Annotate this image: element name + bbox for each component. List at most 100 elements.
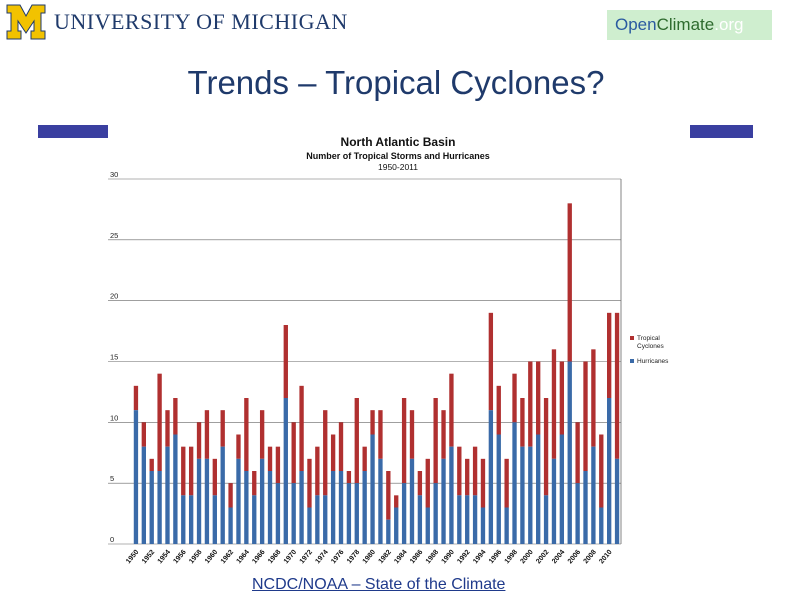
stacked-bar-chart: North Atlantic Basin Number of Tropical S… (108, 135, 669, 566)
bar-tropical (417, 471, 423, 496)
x-tick-label: 1980 (362, 549, 377, 566)
bar-tropical (488, 312, 494, 411)
x-tick-label: 1984 (393, 549, 408, 566)
bar-hurricanes (212, 495, 217, 544)
bar-tropical (236, 434, 241, 459)
y-tick-label: 20 (110, 292, 118, 301)
bar-tropical (346, 471, 352, 484)
x-tick-label: 2002 (535, 549, 550, 566)
x-tick-label: 1994 (472, 549, 487, 566)
bar-hurricanes (323, 495, 328, 544)
title-band-right (690, 125, 753, 138)
bar-hurricanes (559, 434, 565, 544)
institution-name: UNIVERSITY OF MICHIGAN (54, 9, 348, 34)
bar-tropical (425, 458, 430, 508)
bar-tropical (433, 398, 438, 484)
bar-tropical (536, 361, 541, 435)
x-tick-label: 1964 (236, 549, 251, 566)
bar-tropical (299, 385, 304, 471)
legend-label-tropical-line2: Cyclones (637, 343, 664, 350)
bar-tropical (559, 361, 565, 435)
x-tick-label: 1978 (346, 549, 361, 566)
bar-hurricanes (575, 483, 580, 544)
bar-tropical (330, 434, 336, 471)
bar-hurricanes (378, 458, 383, 544)
bar-hurricanes (543, 495, 549, 544)
x-tick-label: 1968 (267, 549, 282, 566)
bar-tropical (338, 422, 344, 471)
bar-tropical (567, 203, 572, 362)
bar-tropical (323, 410, 328, 496)
legend-label-hurricanes: Hurricanes (637, 358, 669, 365)
bar-tropical (157, 373, 162, 471)
legend-label-tropical-line1: Tropical (637, 335, 660, 342)
bar-hurricanes (480, 507, 486, 544)
logo-climate-text: Climate (656, 15, 715, 34)
bar-hurricanes (236, 458, 241, 544)
bar-tropical (551, 349, 557, 459)
bar-tropical (583, 361, 588, 471)
bar-tropical (354, 398, 359, 484)
source-link[interactable]: NCDC/NOAA – State of the Climate (252, 576, 506, 593)
bar-tropical (496, 385, 501, 435)
bar-hurricanes (354, 483, 359, 544)
bar-hurricanes (299, 471, 304, 544)
bar-hurricanes (267, 471, 273, 544)
bar-tropical (614, 312, 620, 459)
bar-tropical (591, 349, 596, 447)
bar-hurricanes (259, 458, 265, 544)
bar-tropical (315, 446, 320, 496)
bar-tropical (196, 422, 202, 459)
bar-hurricanes (551, 458, 557, 544)
x-tick-label: 1992 (456, 549, 471, 566)
x-tick-label: 1996 (488, 549, 503, 566)
bar-hurricanes (141, 446, 146, 544)
x-tick-label: 1986 (409, 549, 424, 566)
bar-hurricanes (386, 519, 391, 544)
y-tick-label: 25 (110, 231, 118, 240)
bar-hurricanes (346, 483, 352, 544)
x-tick-label: 2006 (567, 549, 582, 566)
x-tick-label: 1976 (330, 549, 345, 566)
bar-tropical (307, 458, 312, 508)
bar-hurricanes (338, 471, 344, 544)
x-tick-label: 1982 (377, 549, 392, 566)
bar-hurricanes (488, 410, 494, 544)
bar-hurricanes (425, 507, 430, 544)
bar-hurricanes (449, 446, 454, 544)
bar-tropical (607, 312, 612, 398)
bar-hurricanes (599, 507, 604, 544)
bar-hurricanes (528, 446, 533, 544)
bar-hurricanes (512, 422, 517, 544)
bar-tropical (480, 458, 486, 508)
bar-hurricanes (394, 507, 399, 544)
bar-hurricanes (228, 507, 233, 544)
bar-hurricanes (275, 483, 281, 544)
bar-hurricanes (196, 458, 202, 544)
bar-hurricanes (173, 434, 178, 544)
x-tick-label: 1966 (251, 549, 266, 566)
bar-tropical (449, 373, 454, 447)
bar-hurricanes (220, 446, 225, 544)
bar-hurricanes (504, 507, 509, 544)
bar-tropical (575, 422, 580, 484)
legend-swatch-tropical (630, 336, 634, 340)
bar-tropical (220, 410, 225, 447)
x-tick-label: 1972 (299, 549, 314, 566)
x-tick-label: 1958 (188, 549, 203, 566)
x-tick-label: 1990 (441, 549, 456, 566)
bar-hurricanes (520, 446, 525, 544)
bar-hurricanes (433, 483, 438, 544)
bar-hurricanes (409, 458, 415, 544)
bar-hurricanes (583, 471, 588, 544)
bar-hurricanes (133, 410, 139, 544)
openclimate-logo: OpenClimate.org (607, 10, 772, 40)
bar-tropical (386, 471, 391, 520)
bar-hurricanes (283, 398, 288, 544)
bar-tropical (409, 410, 415, 459)
bar-tropical (149, 458, 154, 471)
bar-hurricanes (607, 398, 612, 544)
bar-hurricanes (149, 471, 154, 544)
bar-tropical (181, 446, 186, 496)
y-tick-label: 10 (110, 413, 118, 422)
